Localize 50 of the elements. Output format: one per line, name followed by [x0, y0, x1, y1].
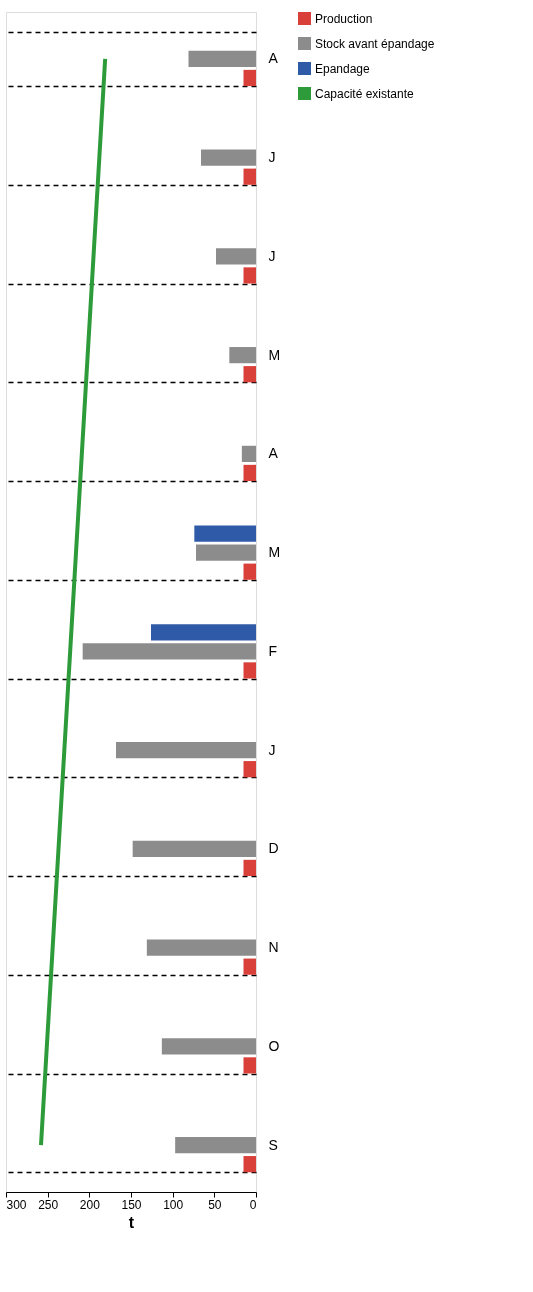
bar: [146, 939, 256, 956]
bar: [194, 525, 256, 542]
x-axis-title: t: [128, 1213, 135, 1231]
x-tick-label: 100: [163, 1197, 184, 1212]
legend-label: Production: [315, 11, 373, 26]
bar: [243, 859, 256, 877]
y-tick-label: N: [268, 939, 279, 956]
bar: [201, 149, 256, 166]
bar: [241, 445, 256, 462]
bar: [243, 69, 256, 87]
bar: [188, 50, 256, 67]
x-tick-label: 300: [6, 1197, 27, 1212]
x-tick-label: 250: [38, 1197, 59, 1212]
bar: [216, 248, 256, 265]
bar: [243, 958, 256, 975]
y-tick-label: A: [268, 445, 279, 462]
y-tick-label: J: [268, 149, 276, 166]
bar: [151, 624, 256, 641]
bar: [243, 464, 256, 482]
x-tick-label: 150: [121, 1197, 142, 1212]
bar: [243, 1057, 256, 1074]
bar: [243, 662, 256, 679]
bar: [196, 544, 256, 561]
bar: [243, 168, 256, 185]
bar: [116, 742, 256, 759]
y-tick-label: M: [268, 544, 281, 561]
y-tick-label: A: [268, 50, 279, 67]
y-tick-label: S: [268, 1136, 278, 1153]
y-tick-label: O: [268, 1037, 280, 1054]
bar: [243, 366, 256, 383]
y-tick-label: M: [268, 346, 281, 363]
x-tick-label: 50: [208, 1197, 222, 1212]
legend-label: Capacité existante: [315, 86, 415, 101]
bar: [132, 840, 256, 857]
bar: [82, 643, 256, 660]
x-tick-label: 0: [249, 1197, 257, 1212]
bar: [243, 563, 256, 580]
bar: [243, 267, 256, 284]
legend-label: Epandage: [315, 61, 371, 76]
x-tick-label: 200: [79, 1197, 101, 1212]
y-tick-label: J: [268, 247, 276, 264]
bar: [161, 1038, 256, 1055]
bar: [243, 761, 256, 778]
y-tick-label: D: [268, 840, 279, 857]
bar: [175, 1137, 256, 1154]
legend-label: Stock avant épandage: [315, 36, 435, 51]
bar: [243, 1156, 256, 1173]
bar: [229, 347, 256, 364]
y-tick-label: F: [268, 642, 278, 659]
y-tick-label: J: [268, 741, 276, 758]
